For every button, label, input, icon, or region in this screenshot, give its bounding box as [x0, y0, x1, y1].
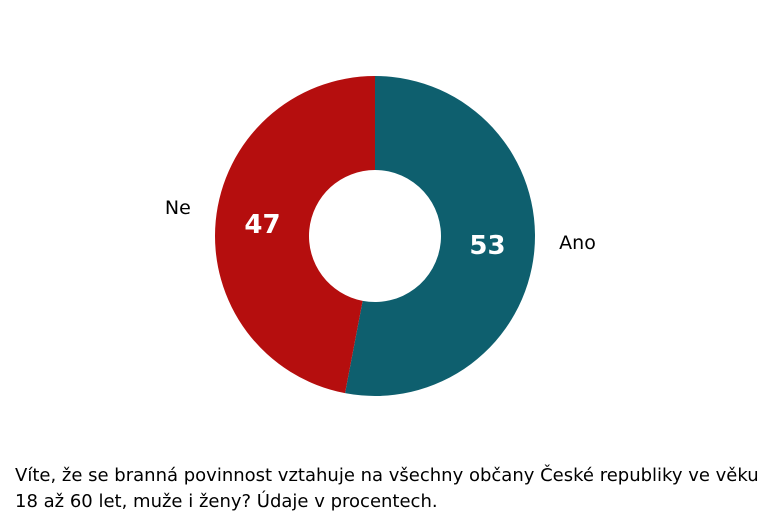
slice [345, 76, 535, 396]
slice [214, 76, 375, 394]
caption: Víte, že se branná povinnost vztahuje na… [15, 465, 759, 512]
value-label: 47 [244, 210, 280, 240]
chart: 53 Ano 47 Ne [165, 76, 596, 396]
category-label: Ano [559, 232, 596, 254]
value-label: 53 [469, 231, 505, 261]
category-label: Ne [165, 197, 191, 219]
